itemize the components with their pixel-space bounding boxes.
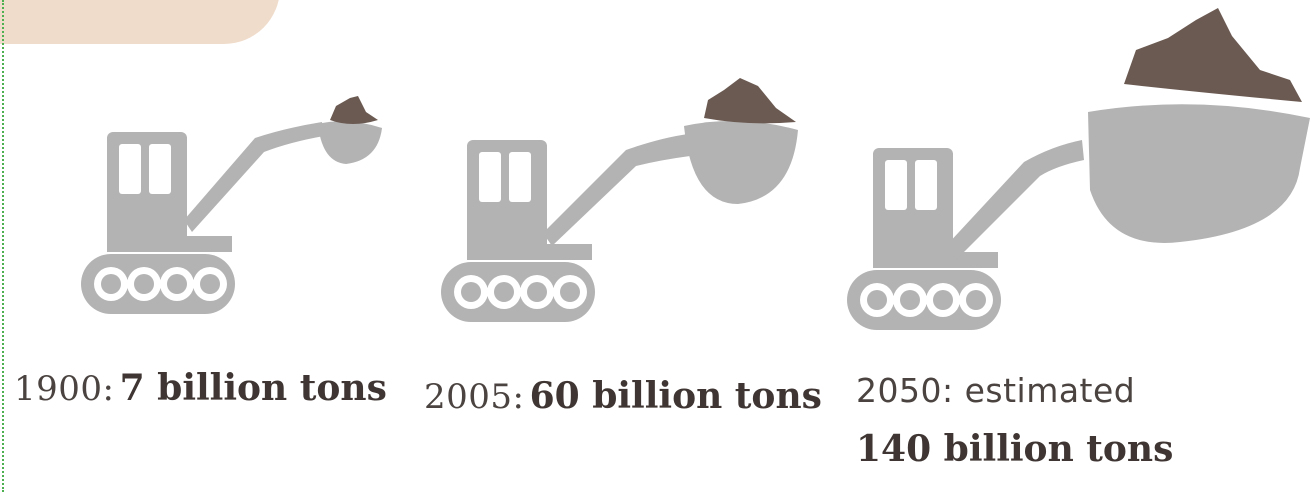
excavator-icon [847,8,1310,330]
year-label: 2050: estimated [856,371,1136,410]
excavator-icon [81,96,382,314]
caption-1900: 1900: 7 billion tons [14,370,387,406]
year-label: 1900: [14,369,115,409]
corner-tab [0,0,280,44]
amount-label: 140 billion tons [856,428,1174,470]
year-label: 2005: [424,377,525,417]
amount-label: 7 billion tons [119,367,387,409]
frame-edge [2,0,4,492]
amount-label: 60 billion tons [529,375,822,417]
excavator-icon [441,78,798,322]
caption-2005: 2005: 60 billion tons [424,378,822,414]
caption-2050: 2050: estimated 140 billion tons [856,374,1173,467]
